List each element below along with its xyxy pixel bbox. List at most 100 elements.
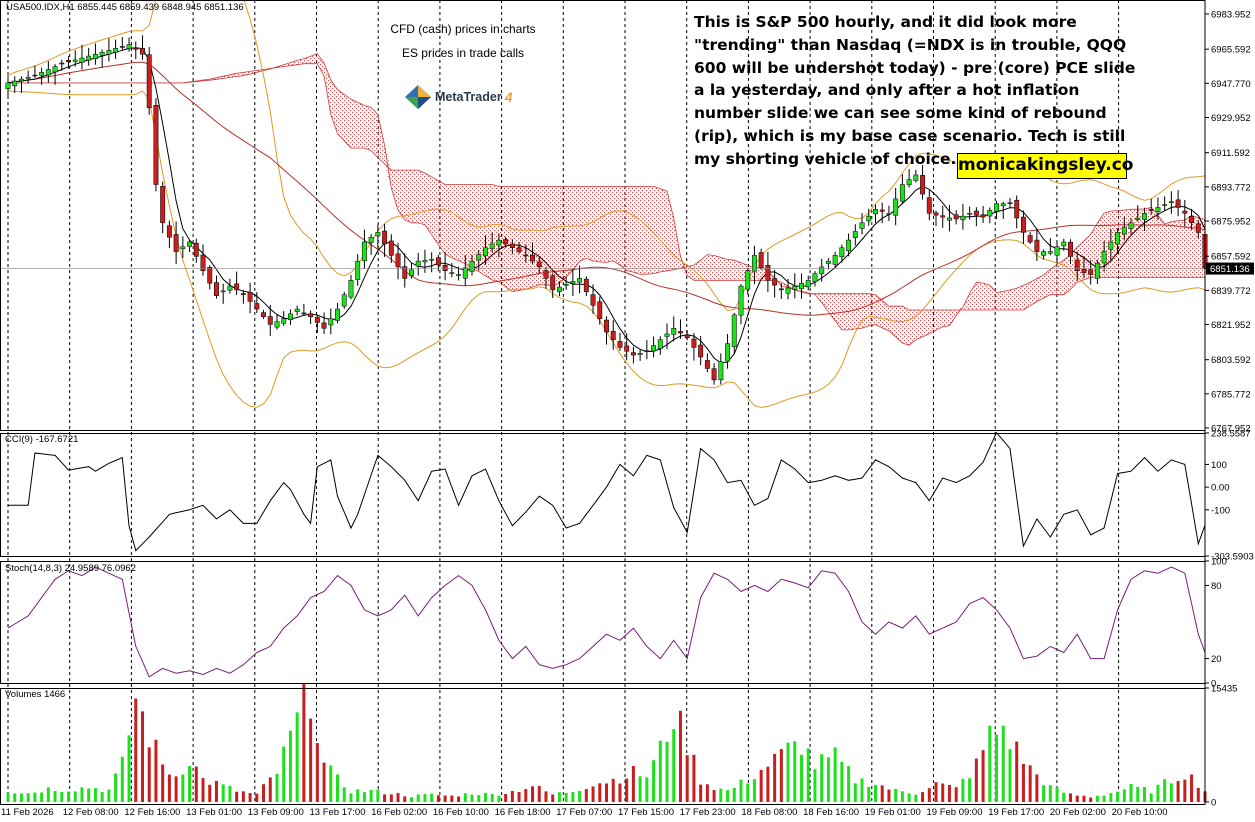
bull-candle <box>913 174 919 181</box>
bull-candle <box>1135 217 1141 220</box>
panel-border <box>0 561 1206 684</box>
y-tick-label: 6875.952 <box>1211 217 1251 228</box>
bear-candle <box>207 266 213 284</box>
grid-lines <box>7 0 1120 805</box>
bull-candle <box>341 294 347 307</box>
cloud-span-b <box>8 63 1205 311</box>
bull-candle <box>805 280 811 288</box>
bear-candle <box>119 46 125 48</box>
y-tick-label: 6893.772 <box>1211 182 1251 193</box>
bear-candle <box>146 54 152 109</box>
bull-candle <box>5 82 11 89</box>
stoch-line <box>7 566 1206 678</box>
y-tick-label: 0 <box>1211 679 1216 690</box>
bear-candle <box>1189 215 1195 224</box>
bull-candle <box>483 247 488 257</box>
bull-candle <box>489 243 495 249</box>
bull-candle <box>947 217 952 221</box>
x-tick-label: 13 Feb 01:00 <box>186 807 242 818</box>
bull-candle <box>462 267 468 279</box>
bull-candle <box>1094 262 1100 279</box>
bull-candle <box>86 55 92 61</box>
bull-candle <box>456 274 462 276</box>
bear-candle <box>933 212 939 216</box>
bull-candle <box>476 254 482 261</box>
axis-labels: 11 Feb 2026 12 Feb 08:00 12 Feb 16:00 13 Fe… <box>1 10 1254 818</box>
bull-candle <box>651 345 657 352</box>
y-tick-label: 6821.952 <box>1211 320 1251 331</box>
y-tick-label: 15435 <box>1211 684 1237 695</box>
bear-candle <box>920 175 926 195</box>
bear-candle <box>193 242 199 257</box>
note-es: ES prices in trade calls <box>401 46 525 60</box>
bull-candle <box>577 278 583 283</box>
bear-candle <box>704 360 710 369</box>
bear-candle <box>395 253 401 268</box>
bull-candle <box>1041 251 1047 256</box>
bull-candle <box>355 260 361 280</box>
bear-candle <box>1074 259 1080 271</box>
x-tick-label: 13 Feb 17:00 <box>310 807 366 818</box>
bull-candle <box>180 246 186 250</box>
bull-candle <box>294 308 300 312</box>
y-tick-label: 238.5587 <box>1211 429 1251 440</box>
bull-candle <box>220 290 226 293</box>
bull-candle <box>368 236 374 243</box>
bear-candle <box>973 210 979 216</box>
bull-candle <box>1121 227 1127 235</box>
bull-candle <box>859 222 865 229</box>
bear-candle <box>610 330 616 340</box>
y-tick-label: 0 <box>1211 798 1216 809</box>
bear-candle <box>1020 216 1026 233</box>
y-tick-label: -303.5903 <box>1211 552 1254 563</box>
cci-series <box>8 431 1206 552</box>
bull-candle <box>1061 241 1067 247</box>
bear-candle <box>1034 239 1040 252</box>
metatrader-logo: MetaTrader 4 <box>404 84 513 110</box>
cloud-area <box>8 53 1205 346</box>
bull-candle <box>873 209 878 215</box>
bull-candle <box>1047 251 1053 254</box>
bear-candle <box>684 334 690 339</box>
bear-candle <box>166 225 172 238</box>
bull-candle <box>25 76 31 79</box>
bull-candle <box>792 285 798 290</box>
x-tick-label: 18 Feb 16:00 <box>803 807 859 818</box>
bull-candle <box>745 270 751 290</box>
x-tick-label: 12 Feb 08:00 <box>63 807 119 818</box>
bull-candle <box>718 361 724 381</box>
bear-candle <box>1175 199 1181 208</box>
bull-candle <box>227 285 233 291</box>
bull-candle <box>1115 232 1121 245</box>
bear-candle <box>254 303 260 310</box>
bear-candle <box>1027 235 1033 243</box>
bull-candle <box>556 286 562 292</box>
brand-badge[interactable]: monicakingsley.co <box>957 153 1134 179</box>
bull-candle <box>1000 203 1006 206</box>
bull-candle <box>893 198 899 216</box>
y-tick-label: 80 <box>1211 581 1222 592</box>
y-tick-label: 6839.772 <box>1211 286 1251 297</box>
bear-candle <box>940 215 946 218</box>
y-tick-label: 6965.592 <box>1211 45 1251 56</box>
metatrader-icon <box>405 85 431 109</box>
bear-candle <box>772 278 778 286</box>
bull-candle <box>45 69 51 76</box>
bull-candle <box>18 78 24 82</box>
bear-candle <box>644 350 650 352</box>
bear-candle <box>778 288 784 291</box>
bull-candle <box>126 44 132 49</box>
bull-candle <box>751 255 757 272</box>
y-tick-label: 6911.592 <box>1211 148 1250 159</box>
bull-candle <box>852 231 858 238</box>
bull-candle <box>731 314 737 347</box>
bear-candle <box>32 74 38 77</box>
bull-candle <box>469 260 475 272</box>
bear-candle <box>590 294 596 306</box>
bear-candle <box>314 317 320 323</box>
bear-candle <box>59 62 65 65</box>
moving-averages <box>7 47 1206 364</box>
bull-candle <box>422 259 428 263</box>
bull-candle <box>99 51 105 56</box>
